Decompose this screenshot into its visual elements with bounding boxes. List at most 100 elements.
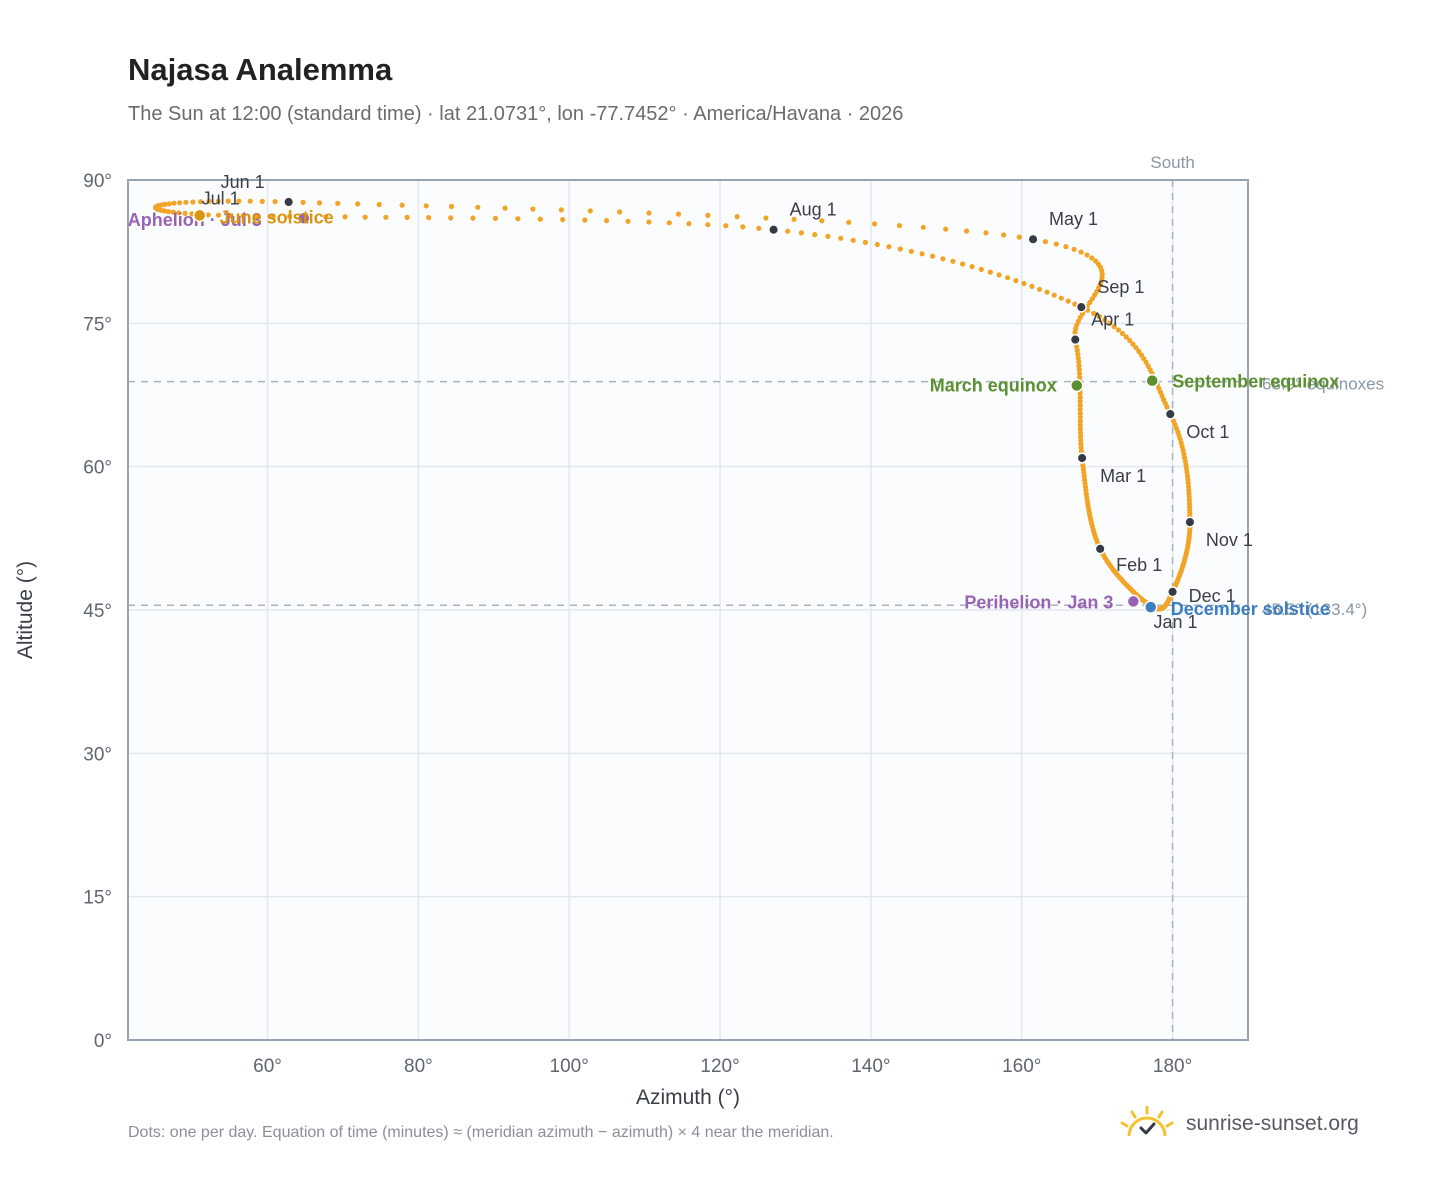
reference-label: 68.9° equinoxes [1262,375,1384,394]
daily-dot [1001,232,1007,238]
daily-dot [1053,241,1059,247]
month-label: Oct 1 [1186,422,1229,442]
x-tick-label: 180° [1153,1056,1192,1077]
daily-dot [872,221,878,227]
month-label: Apr 1 [1091,310,1134,330]
daily-dot [798,230,805,236]
daily-dot [376,201,382,208]
daily-dot [1075,351,1081,357]
daily-dot [1058,295,1064,301]
daily-dot [1078,434,1084,440]
daily-dot [1042,239,1048,245]
daily-dot [470,215,476,221]
daily-dot [259,198,265,204]
daily-dot [960,261,966,267]
daily-dot [335,200,341,206]
daily-dot [825,233,831,239]
y-tick-label: 75° [83,314,112,335]
daily-dot [1123,334,1129,340]
daily-dot [1077,418,1083,424]
month-label: Dec 1 [1189,586,1236,606]
daily-dot [558,207,565,213]
daily-dot [537,216,543,222]
month-label: Jul 1 [202,188,240,208]
daily-dot [1075,355,1081,361]
daily-dot [897,246,903,252]
daily-dot [183,199,189,205]
y-tick-label: 90° [83,171,112,192]
daily-dot [604,218,610,224]
daily-dot [675,211,682,217]
month-label: Jan 1 [1153,612,1197,632]
daily-dot [530,206,536,212]
daily-dot [225,198,231,204]
y-tick-label: 15° [83,888,112,909]
daily-dot [874,241,880,248]
daily-dot [950,258,956,264]
daily-dot [919,251,925,257]
month-label: Nov 1 [1206,530,1253,550]
daily-dot [978,266,984,272]
daily-dot [723,223,729,229]
daily-dot [399,202,405,208]
month-marker [1094,543,1106,555]
month-marker [1027,233,1039,245]
daily-dot [686,221,692,227]
daily-dot [206,198,212,204]
daily-dot [846,219,852,225]
daily-dot [1130,341,1136,347]
daily-dot [165,209,172,215]
daily-dot [515,216,521,222]
y-tick-label: 60° [83,458,112,479]
daily-dot [920,224,926,230]
daily-dot [1077,414,1083,420]
daily-dot [423,203,429,209]
daily-dot [166,201,172,207]
x-tick-label: 80° [404,1056,433,1077]
daily-dot [850,237,856,243]
x-tick-label: 60° [253,1056,282,1077]
daily-dot [886,244,892,250]
daily-dot [705,222,711,228]
daily-dot [1076,370,1083,377]
event-marker [1070,378,1084,393]
daily-dot [383,214,389,220]
month-label: May 1 [1049,209,1098,229]
daily-dot [215,212,222,218]
daily-dot [1077,398,1083,404]
daily-dot [287,213,293,219]
daily-dot [1078,441,1084,447]
month-marker [1075,301,1087,313]
daily-dot [1087,299,1093,306]
daily-dot [1111,324,1117,330]
daily-dot [1078,437,1084,443]
daily-dot [161,208,168,214]
event-label: June solstice [220,207,334,227]
daily-dot [646,219,652,225]
daily-dot [763,215,769,221]
daily-dot [362,214,368,220]
daily-dot [996,272,1002,278]
month-marker [283,196,295,208]
daily-dot [227,212,233,219]
daily-dot [1077,374,1083,380]
brand-logo[interactable]: sunrise-sunset.org [1120,1104,1359,1144]
daily-dot [740,224,746,230]
daily-dot [240,213,246,219]
daily-dot [940,256,946,262]
daily-dot [1077,410,1083,416]
chart-subtitle: The Sun at 12:00 (standard time) · lat 2… [128,103,904,125]
daily-dot [930,253,936,259]
daily-dot [1005,275,1011,281]
daily-dot [1091,310,1097,316]
daily-dot [791,216,797,222]
daily-dot [448,215,454,221]
daily-dot [862,239,869,245]
y-tick-label: 30° [83,744,112,765]
x-axis-label: Azimuth (°) [636,1086,740,1109]
event-label: Aphelion · Jul 3 [128,210,262,230]
daily-dot [170,209,176,215]
event-marker [1126,594,1141,609]
y-axis-label: Altitude (°) [14,561,37,659]
